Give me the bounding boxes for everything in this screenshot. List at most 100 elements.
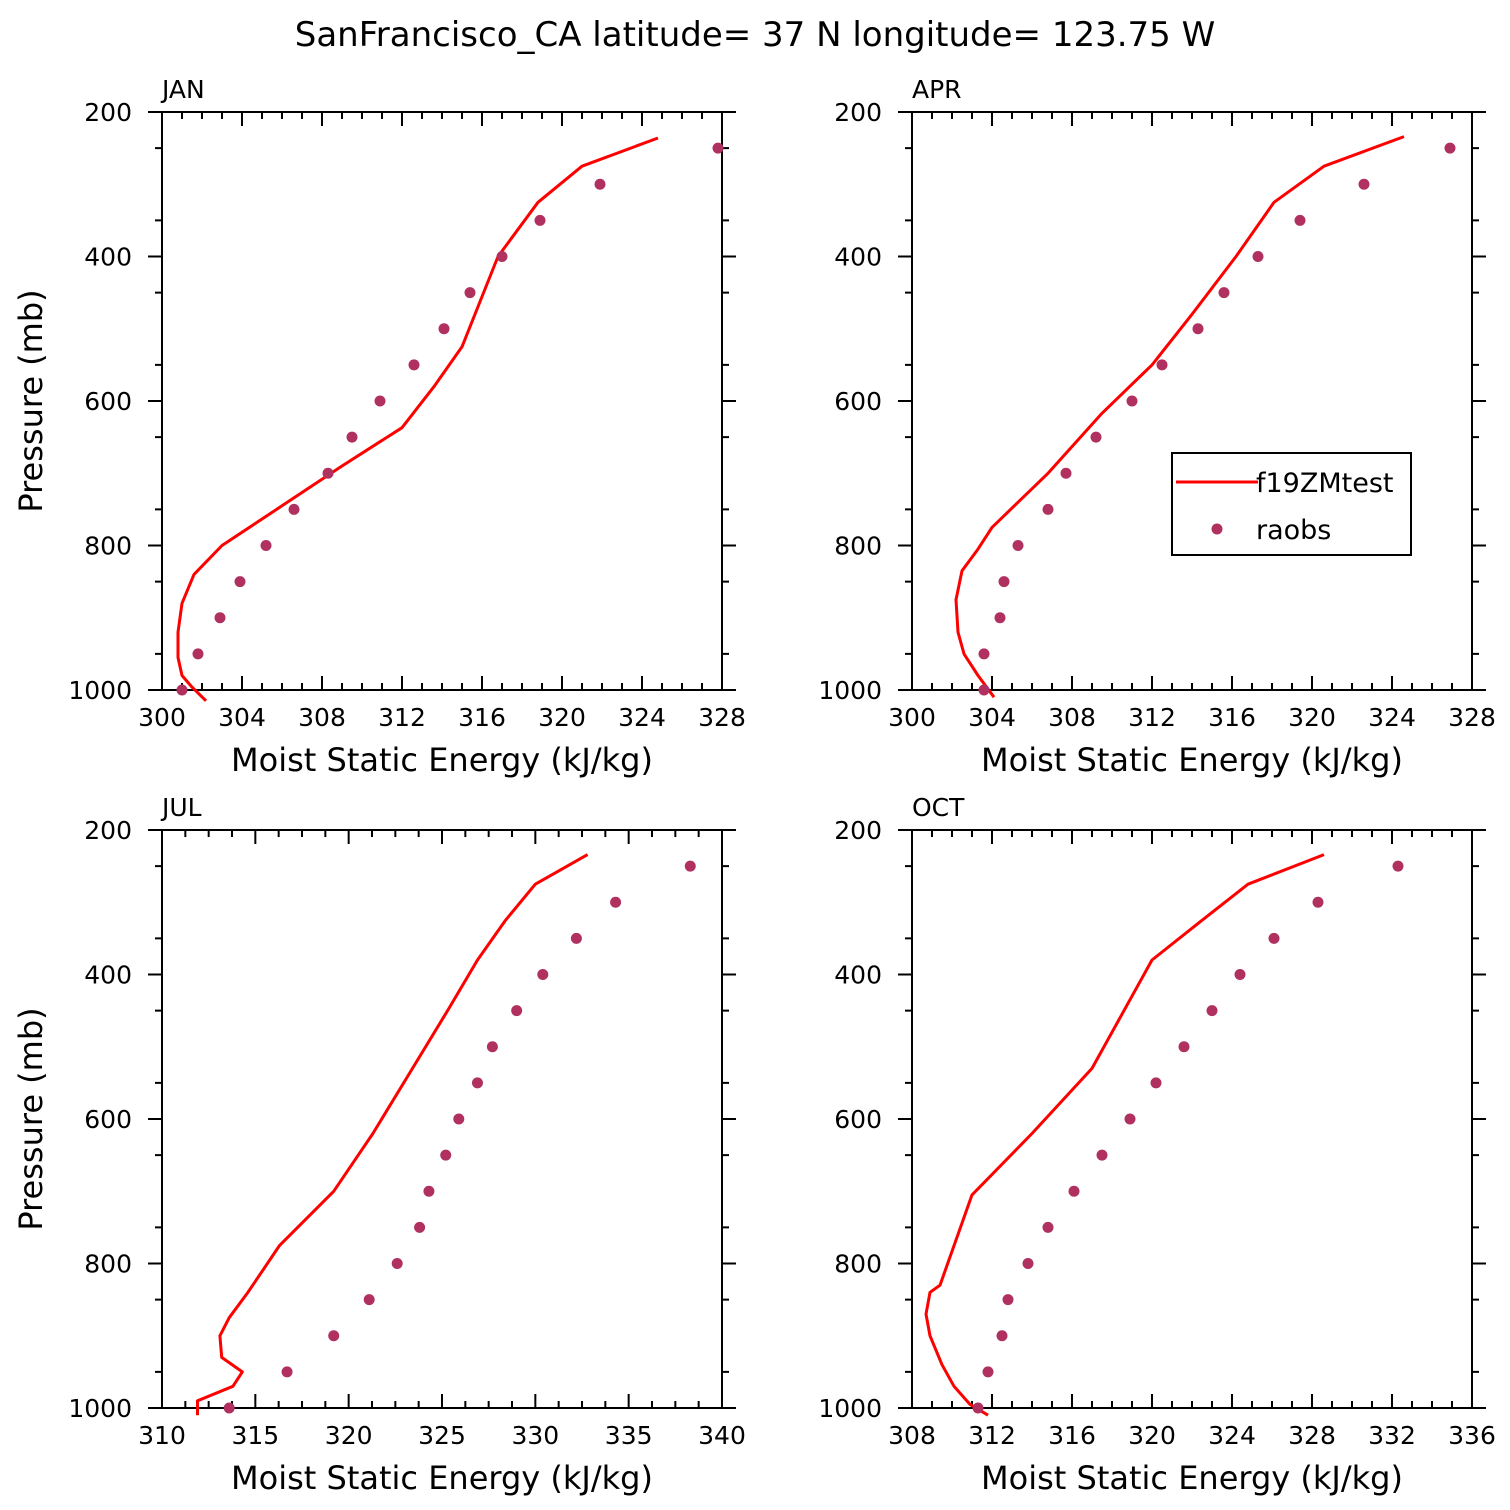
- obs-point: [998, 576, 1010, 588]
- x-tick-label: 320: [1288, 703, 1336, 732]
- obs-point: [1156, 359, 1168, 371]
- y-tick-label: 200: [84, 816, 132, 845]
- obs-point: [1090, 431, 1102, 443]
- obs-point: [438, 323, 450, 335]
- panel-oct: OCT 308 312 316 320 324 328 332 336 200 400 600 800 1…: [818, 793, 1495, 1497]
- obs-point: [996, 1330, 1008, 1342]
- obs-point: [1022, 1258, 1034, 1269]
- x-tick-label: 324: [1368, 703, 1416, 732]
- obs-point: [982, 1366, 994, 1378]
- x-tick-label: 320: [1128, 1421, 1176, 1450]
- obs-point: [1096, 1149, 1108, 1161]
- panel-title: APR: [912, 75, 962, 104]
- x-tick-label: 328: [1448, 703, 1496, 732]
- obs-point: [1252, 251, 1264, 262]
- x-tick-label: 312: [378, 703, 426, 732]
- obs-point: [322, 467, 334, 479]
- obs-point: [594, 178, 606, 190]
- y-tick-label: 200: [84, 98, 132, 127]
- x-axis-label: Moist Static Energy (kJ/kg): [981, 1459, 1403, 1497]
- obs-point: [511, 1005, 523, 1017]
- x-tick-label: 316: [1208, 703, 1256, 732]
- obs-point: [288, 503, 300, 515]
- obs-point: [1192, 323, 1204, 335]
- x-axis-label: Moist Static Energy (kJ/kg): [981, 741, 1403, 779]
- y-tick-label: 600: [84, 1105, 132, 1134]
- y-tick-label: 400: [84, 961, 132, 990]
- x-tick-label: 300: [138, 703, 186, 732]
- y-tick-label: 1000: [68, 1394, 132, 1423]
- y-tick-label: 800: [84, 532, 132, 561]
- obs-point: [408, 359, 420, 371]
- y-tick-label: 800: [84, 1250, 132, 1279]
- obs-point: [994, 612, 1006, 624]
- obs-point: [1012, 540, 1024, 551]
- y-tick-label: 1000: [818, 1394, 882, 1423]
- obs-point: [1358, 178, 1370, 190]
- y-tick-label: 400: [834, 961, 882, 990]
- x-tick-label: 335: [605, 1421, 653, 1450]
- legend: f19ZMtest raobs: [1171, 452, 1412, 556]
- obs-point: [260, 540, 272, 551]
- obs-point: [423, 1185, 435, 1197]
- x-tick-label: 340: [698, 1421, 746, 1450]
- figure-title: SanFrancisco_CA latitude= 37 N longitude…: [295, 15, 1216, 55]
- obs-point: [192, 648, 204, 660]
- y-tick-label: 1000: [68, 676, 132, 705]
- obs-point: [471, 1077, 483, 1089]
- x-tick-label: 328: [698, 703, 746, 732]
- obs-point: [684, 860, 696, 872]
- x-tick-label: 304: [218, 703, 266, 732]
- obs-point: [1312, 896, 1324, 908]
- obs-point: [1126, 395, 1138, 407]
- obs-point: [363, 1294, 375, 1306]
- x-tick-label: 312: [1128, 703, 1176, 732]
- obs-point: [496, 251, 508, 262]
- y-axis-label: Pressure (mb): [12, 289, 50, 512]
- obs-point: [1042, 1221, 1054, 1233]
- obs-point: [453, 1113, 465, 1125]
- obs-point: [1218, 287, 1230, 299]
- y-axis-label: Pressure (mb): [12, 1007, 50, 1230]
- obs-point: [176, 684, 188, 696]
- y-tick-label: 600: [834, 387, 882, 416]
- obs-point: [281, 1366, 293, 1378]
- y-tick-label: 400: [834, 243, 882, 272]
- panel-jan: JAN 300 304 308 312 316 320 324 328 200 400 600 800 1…: [12, 75, 746, 779]
- obs-point: [1444, 142, 1456, 154]
- x-tick-label: 328: [1288, 1421, 1336, 1450]
- y-tick-label: 600: [834, 1105, 882, 1134]
- legend-marker-swatch: [1211, 523, 1223, 535]
- model-profile-line: [954, 135, 1405, 699]
- obs-point: [1068, 1185, 1080, 1197]
- x-tick-label: 332: [1368, 1421, 1416, 1450]
- obs-point: [978, 648, 990, 660]
- panel-title: OCT: [912, 793, 965, 822]
- obs-point: [234, 576, 246, 588]
- x-tick-label: 320: [538, 703, 586, 732]
- y-tick-label: 800: [834, 532, 882, 561]
- obs-point: [1392, 860, 1404, 872]
- model-profile-line: [196, 853, 589, 1416]
- x-tick-label: 316: [1048, 1421, 1096, 1450]
- x-tick-label: 316: [458, 703, 506, 732]
- obs-point: [1124, 1113, 1136, 1125]
- plot-frame: [911, 111, 1473, 691]
- obs-point: [440, 1149, 452, 1161]
- x-tick-label: 304: [968, 703, 1016, 732]
- panel-jul: JUL 310 315 320 325 330 335 340 200 400 600 800 1000…: [12, 793, 746, 1497]
- model-profile-line: [176, 136, 659, 702]
- obs-point: [1206, 1005, 1218, 1017]
- y-tick-label: 1000: [818, 676, 882, 705]
- obs-point: [712, 142, 724, 154]
- x-tick-label: 315: [231, 1421, 279, 1450]
- obs-point: [486, 1041, 498, 1053]
- obs-point: [328, 1330, 340, 1342]
- legend-box: [1171, 452, 1412, 556]
- obs-point: [1294, 214, 1306, 226]
- x-tick-label: 324: [618, 703, 666, 732]
- y-tick-label: 200: [834, 98, 882, 127]
- x-tick-label: 312: [968, 1421, 1016, 1450]
- obs-point: [214, 612, 226, 624]
- plot-frame: [161, 111, 723, 691]
